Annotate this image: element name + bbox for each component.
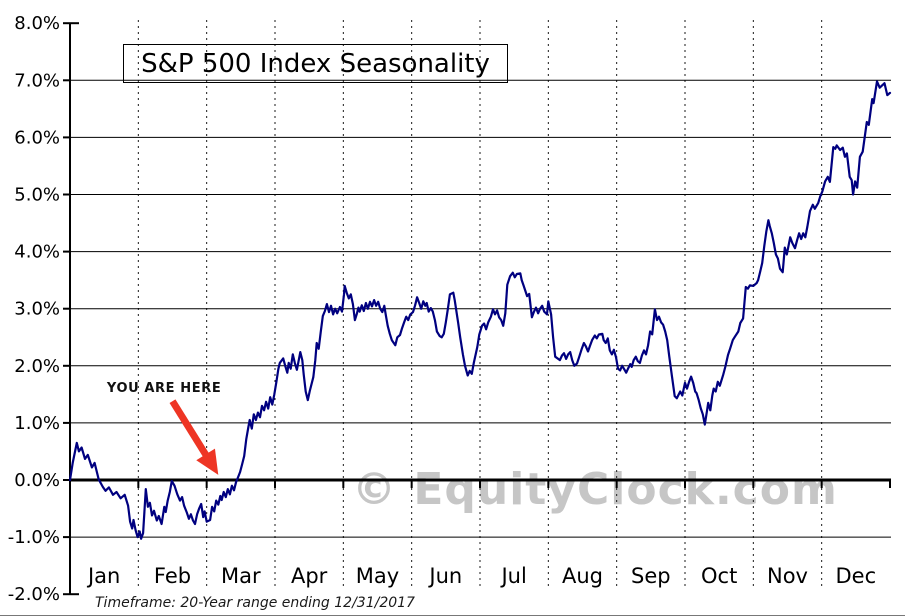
you-are-here-label: YOU ARE HERE	[106, 381, 222, 397]
chart-title-box: S&P 500 Index Seasonality	[123, 44, 508, 83]
y-tick-label: 2.0%	[14, 356, 60, 377]
seasonality-line	[68, 80, 892, 540]
month-label: Jul	[499, 564, 526, 588]
timeframe-footnote: Timeframe: 20-Year range ending 12/31/20…	[95, 595, 415, 611]
equityclock-watermark: © EquityClock.com	[352, 464, 838, 515]
month-label: Aug	[562, 564, 603, 588]
month-label: Oct	[701, 564, 737, 588]
y-tick-label: 7.0%	[14, 70, 60, 91]
month-label: Nov	[767, 564, 808, 588]
month-label: May	[356, 564, 399, 588]
chart-title: S&P 500 Index Seasonality	[141, 48, 490, 79]
y-tick-label: 1.0%	[14, 413, 60, 434]
y-tick-label: -2.0%	[8, 584, 60, 605]
y-tick-label: 0.0%	[14, 470, 60, 491]
month-label: Feb	[154, 564, 191, 588]
month-label: Sep	[631, 564, 671, 588]
y-tick-label: 5.0%	[14, 185, 60, 206]
y-tick-label: 8.0%	[14, 13, 60, 34]
y-tick-label: -1.0%	[8, 527, 60, 548]
month-label: Mar	[221, 564, 261, 588]
annotation-arrow-shaft	[169, 399, 212, 462]
y-tick-label: 4.0%	[14, 242, 60, 263]
month-label: Apr	[291, 564, 328, 588]
month-label: Jan	[86, 564, 120, 588]
y-tick-label: 6.0%	[14, 127, 60, 148]
annotation-arrowhead	[196, 448, 219, 475]
month-label: Jun	[427, 564, 462, 588]
y-tick-label: 3.0%	[14, 299, 60, 320]
month-label: Dec	[836, 564, 877, 588]
